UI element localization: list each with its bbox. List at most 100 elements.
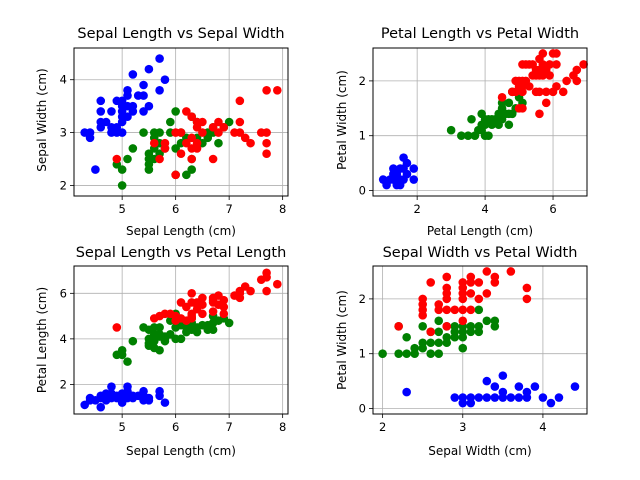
scatter-point — [450, 305, 460, 315]
scatter-point — [198, 300, 207, 310]
scatter-point — [554, 393, 564, 402]
scatter-point — [101, 117, 111, 127]
scatter-point — [442, 332, 452, 342]
scatter-point — [466, 289, 476, 298]
scatter-point — [458, 343, 468, 353]
scatter-point — [176, 128, 186, 137]
scatter-point — [572, 65, 582, 75]
x-tick-label: 6 — [549, 202, 556, 216]
scatter-point — [219, 295, 229, 305]
scatter-point — [426, 349, 436, 359]
scatter-point — [490, 382, 500, 391]
scatter-point — [514, 393, 524, 402]
scatter-point — [474, 278, 484, 287]
scatter-point — [490, 272, 500, 282]
scatter-point — [394, 349, 403, 359]
scatter-point — [155, 386, 164, 396]
chart-title: Sepal Width vs Petal Width — [383, 245, 578, 261]
scatter-point — [426, 327, 436, 337]
scatter-point — [262, 149, 271, 159]
scatter-point — [442, 305, 452, 315]
x-tick-label: 4 — [539, 420, 546, 434]
data-points — [80, 54, 282, 190]
scatter-point — [192, 138, 202, 148]
scatter-point — [160, 75, 170, 85]
scatter-point — [474, 294, 484, 304]
plot-frame — [372, 47, 588, 197]
scatter-point — [434, 316, 444, 326]
scatter-point — [107, 107, 116, 116]
scatter-point — [262, 268, 271, 278]
scatter-point — [538, 393, 548, 402]
scatter-point — [139, 107, 148, 116]
scatter-point — [144, 149, 154, 159]
scatter-point — [546, 398, 556, 408]
scatter-point — [482, 393, 492, 402]
y-tick-label: 6 — [60, 286, 67, 300]
subplot-sepal-width-vs-petal-width: Sepal Width vs Petal Width Sepal Width (… — [335, 245, 588, 458]
scatter-point — [160, 138, 170, 148]
x-axis-label: Sepal Width (cm) — [428, 444, 531, 458]
scatter-point — [208, 122, 218, 132]
scatter-point — [418, 294, 427, 304]
scatter-point — [497, 93, 507, 102]
scatter-point — [466, 393, 476, 402]
scatter-point — [112, 323, 122, 332]
scatter-point — [402, 158, 412, 168]
scatter-point — [155, 54, 164, 63]
scatter-point — [498, 387, 508, 397]
scatter-point — [538, 49, 548, 58]
scatter-point — [466, 305, 476, 315]
scatter-point — [409, 175, 419, 184]
scatter-point — [457, 131, 466, 141]
scatter-point — [426, 338, 436, 348]
scatter-point — [96, 96, 106, 106]
scatter-point — [402, 349, 411, 359]
scatter-point — [530, 382, 540, 391]
scatter-point — [552, 49, 561, 58]
scatter-point — [155, 345, 164, 355]
scatter-point — [198, 117, 207, 127]
scatter-point — [262, 138, 271, 148]
scatter-point — [482, 376, 492, 386]
scatter-point — [144, 64, 154, 74]
scatter-point — [219, 122, 229, 132]
scatter-point — [450, 321, 460, 331]
scatter-point — [434, 327, 444, 337]
scatter-point — [187, 112, 196, 122]
x-axis-label: Sepal Length (cm) — [126, 444, 236, 458]
scatter-point — [139, 80, 148, 90]
scatter-point — [107, 382, 116, 391]
scatter-point — [176, 334, 186, 344]
x-tick-label: 5 — [118, 202, 125, 216]
scatter-point — [466, 321, 476, 331]
scatter-point — [198, 309, 207, 319]
scatter-point — [558, 87, 568, 97]
scatter-point — [208, 307, 218, 316]
y-axis-label: Petal Width (cm) — [335, 290, 349, 390]
scatter-point — [160, 398, 170, 407]
scatter-point — [176, 149, 186, 159]
scatter-point — [402, 332, 411, 342]
scatter-point — [262, 85, 271, 95]
scatter-point — [123, 382, 132, 391]
x-tick-label: 8 — [279, 420, 286, 434]
scatter-point — [144, 101, 154, 111]
scatter-point — [273, 279, 282, 289]
x-tick-label: 4 — [481, 202, 488, 216]
scatter-point — [474, 305, 484, 315]
scatter-point — [458, 316, 468, 326]
y-axis-label: Petal Width (cm) — [335, 70, 349, 170]
scatter-point — [240, 133, 250, 143]
x-tick-label: 2 — [379, 420, 386, 434]
scatter-point — [235, 128, 245, 137]
scatter-point — [123, 112, 132, 122]
x-axis-label: Petal Length (cm) — [427, 224, 533, 238]
data-points — [378, 267, 580, 408]
scatter-point — [214, 128, 223, 137]
scatter-point — [482, 316, 492, 326]
scatter-point — [474, 321, 484, 331]
scatter-point — [117, 181, 127, 190]
scatter-point — [522, 283, 532, 293]
y-axis-label: Sepal Width (cm) — [35, 68, 49, 171]
